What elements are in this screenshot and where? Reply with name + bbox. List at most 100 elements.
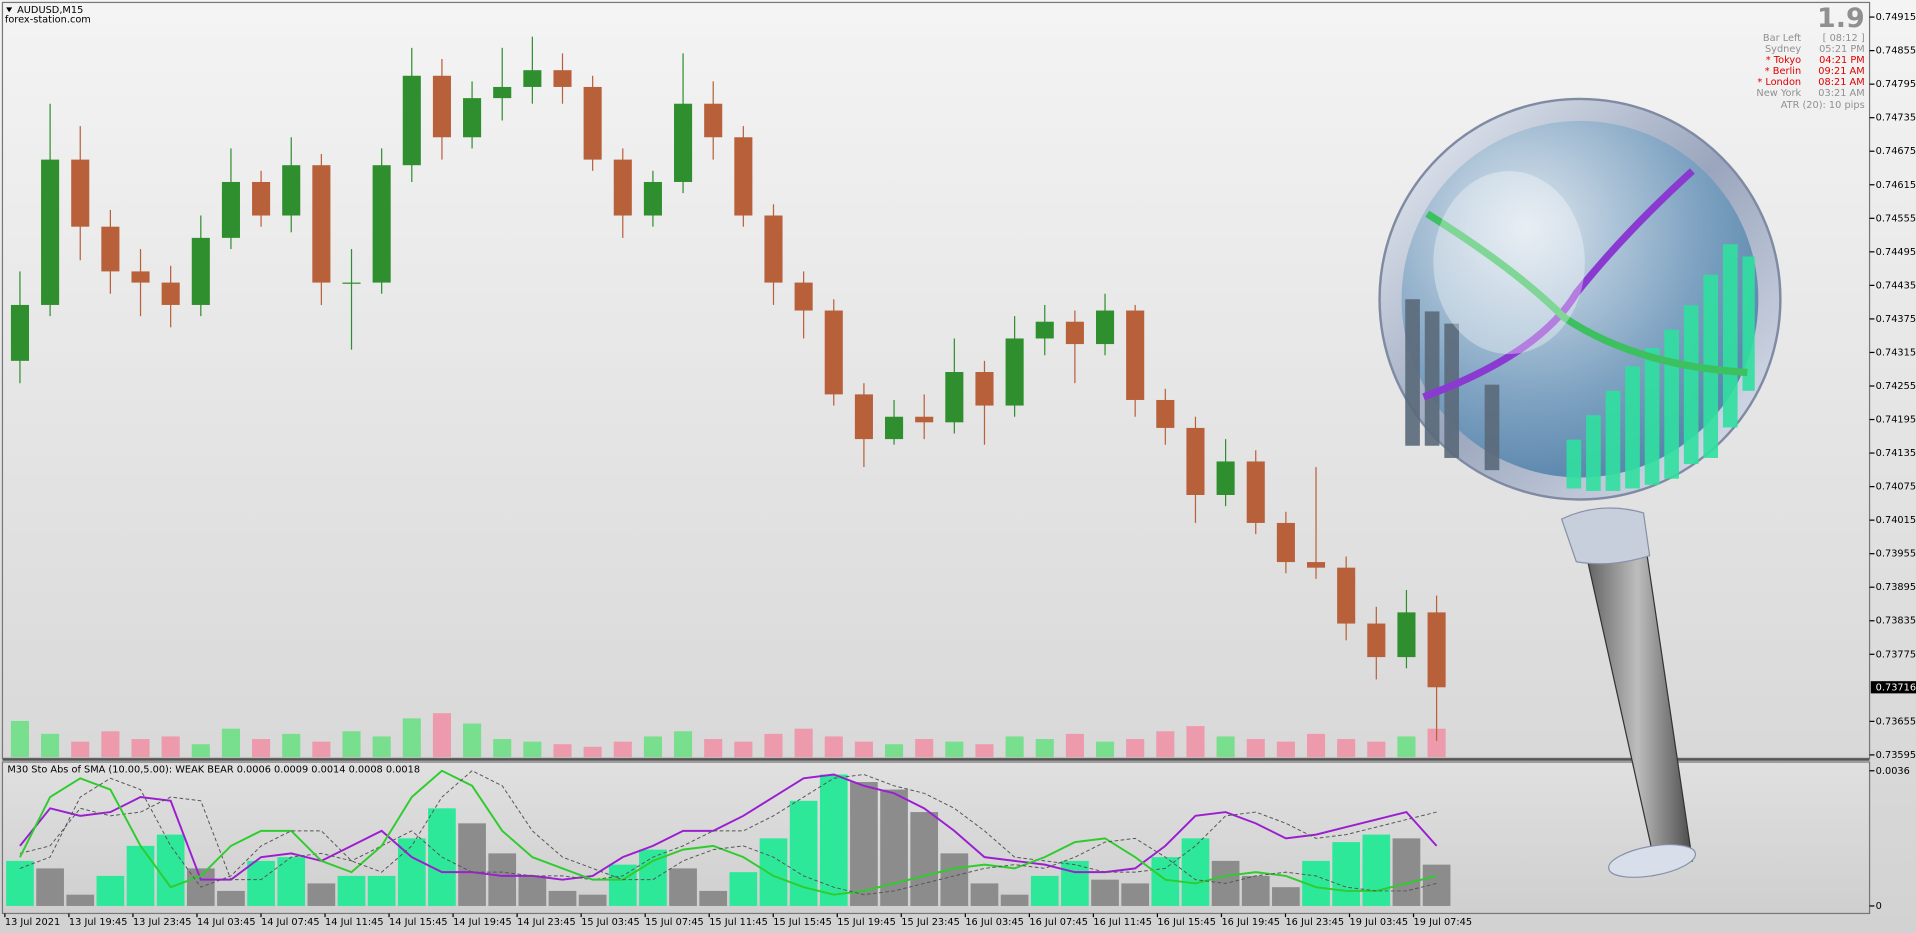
signal-line (19, 774, 1437, 881)
histogram-bar (126, 845, 155, 906)
info-value: 09:21 AM (1818, 66, 1864, 77)
candle-body (71, 159, 90, 227)
volume-bar (342, 731, 361, 758)
volume-bar (402, 718, 421, 758)
histogram-bar (488, 853, 517, 906)
candle-body (1216, 461, 1235, 495)
info-panel: 1.9 ATR (20): 10 pips Bar Left [ 08:12 ] S… (1756, 3, 1864, 111)
candle-body (613, 159, 632, 216)
histogram-bar (1091, 879, 1119, 906)
y-tick-label: 0.73895 (1876, 582, 1916, 593)
y-tick-label: 0.73775 (1876, 649, 1916, 660)
candle-body (1186, 427, 1205, 495)
y-tick-label: 0.74195 (1876, 415, 1916, 426)
histogram-bar (156, 834, 185, 906)
candle-body (764, 215, 783, 283)
y-tick-label: 0.74135 (1876, 448, 1916, 459)
histogram-bar (6, 860, 34, 906)
magnifier (1378, 97, 1782, 878)
candle-body (975, 372, 994, 406)
histogram-bar (96, 875, 125, 906)
candle-body (1367, 623, 1386, 658)
x-tick-label: 16 Jul 07:45 (1029, 917, 1088, 928)
y-tick-label: 0.0036 (1876, 766, 1910, 777)
x-tick-label: 14 Jul 19:45 (453, 917, 512, 928)
y-tick-label: 0.74615 (1876, 180, 1916, 191)
histogram-bar (1030, 875, 1059, 906)
volume-bar (372, 736, 391, 758)
candle-body (221, 181, 240, 238)
y-tick-label: 0.74855 (1876, 46, 1916, 57)
info-label: Bar Left (1763, 33, 1801, 44)
candle-body (342, 282, 361, 284)
volume-bar (221, 728, 240, 758)
y-tick-label: 0.73835 (1876, 616, 1916, 627)
candle-body (885, 416, 904, 440)
histogram-bar (1241, 875, 1270, 906)
plot: 0.74915 0.74855 0.74795 0.74735 0.74675 0.746… (4, 12, 1916, 928)
histogram-bar (337, 875, 366, 906)
histogram-bar (578, 894, 607, 906)
volume-bar (854, 741, 873, 758)
histogram-bar (1000, 894, 1029, 906)
y-tick-label: 0.74555 (1876, 213, 1916, 224)
candle-body (252, 181, 271, 216)
candle-body (915, 416, 934, 423)
x-tick-label: 16 Jul 11:45 (1093, 917, 1152, 928)
current-price-label: 0.73716 (1876, 682, 1916, 693)
candle-body (463, 98, 482, 138)
info-value: 03:21 AM (1818, 88, 1864, 99)
volume-bar (191, 744, 210, 758)
info-label: * Berlin (1765, 66, 1801, 77)
volume-bar (1216, 736, 1235, 758)
histogram-bar (247, 860, 275, 906)
candle-body (1246, 461, 1265, 523)
volume-bar (71, 741, 90, 758)
candle-body (643, 181, 662, 216)
candle-body (1035, 321, 1054, 339)
histogram-bar (789, 800, 818, 906)
candle-body (553, 70, 572, 87)
volume-bar (1156, 731, 1175, 758)
menu-arrow[interactable] (6, 7, 13, 13)
candle-body (1276, 522, 1295, 563)
candle-body (1397, 612, 1416, 658)
volume-bar (704, 739, 723, 758)
candle-body (131, 271, 150, 283)
histogram-bar (1392, 838, 1421, 906)
volume-bar (252, 739, 271, 758)
volume-bar (1065, 733, 1084, 758)
info-value: 05:21 PM (1819, 44, 1865, 55)
volume-bar (794, 728, 813, 758)
histogram-bar (970, 883, 999, 906)
candle-body (312, 165, 331, 283)
y-tick-label: 0.74675 (1876, 146, 1916, 157)
volume-bar (1035, 739, 1054, 758)
x-tick-label: 16 Jul 19:45 (1221, 917, 1280, 928)
volume-bar (1095, 741, 1115, 758)
candle-body (1156, 399, 1175, 428)
magnifier-neck (1560, 507, 1651, 565)
histogram-bar (548, 890, 577, 906)
candle-body (794, 282, 813, 311)
volume-bar (1306, 733, 1326, 758)
histogram-bar (367, 875, 396, 906)
indicator-line (19, 773, 1438, 881)
candle-body (191, 237, 210, 305)
volume-bar (463, 723, 482, 758)
volume-bar (674, 731, 693, 758)
x-tick-label: 15 Jul 19:45 (837, 917, 896, 928)
histogram-bar (729, 872, 758, 906)
x-tick-label: 16 Jul 15:45 (1157, 917, 1216, 928)
y-tick-label: 0.73595 (1876, 750, 1916, 761)
candle-body (1306, 562, 1326, 568)
x-tick-label: 14 Jul 03:45 (197, 917, 256, 928)
symbol-label: AUDUSD,M15 (17, 5, 83, 16)
candle-body (372, 165, 391, 283)
histogram-bar (669, 868, 697, 906)
y-tick-label: 0.74795 (1876, 79, 1916, 90)
volume-bar (945, 741, 964, 758)
y-tick-label: 0 (1876, 901, 1882, 912)
candle-body (282, 165, 301, 216)
volume-bar (885, 744, 904, 758)
